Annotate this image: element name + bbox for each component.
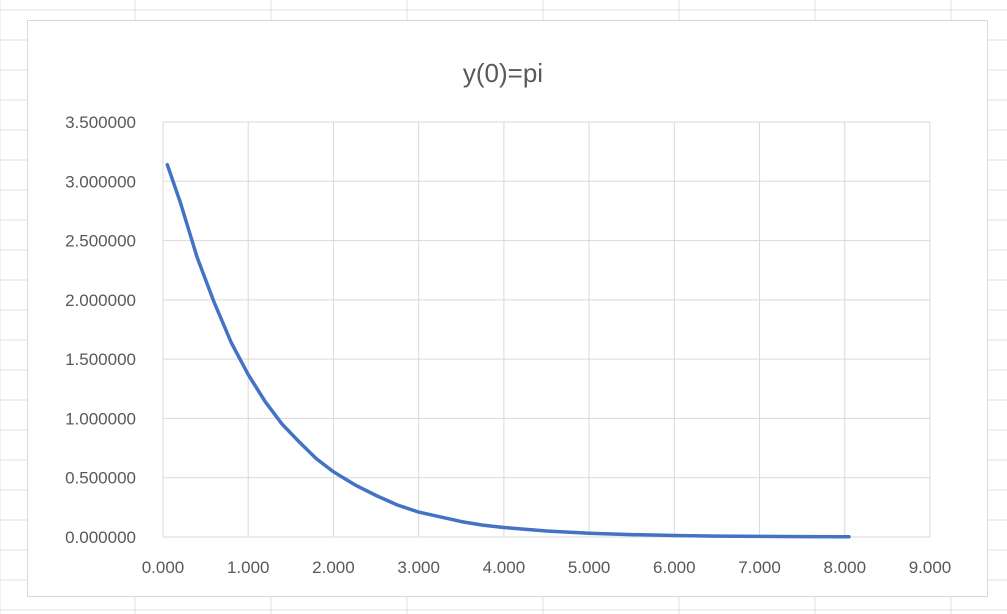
x-tick-label: 4.000 — [483, 558, 526, 577]
gridlines — [162, 121, 931, 538]
x-tick-label: 2.000 — [312, 558, 355, 577]
x-tick-label: 8.000 — [824, 558, 867, 577]
x-tick-label: 9.000 — [909, 558, 952, 577]
y-tick-label: 0.500000 — [65, 469, 136, 488]
chart-area[interactable] — [27, 20, 988, 597]
y-tick-label: 2.000000 — [65, 291, 136, 310]
x-tick-label: 6.000 — [653, 558, 696, 577]
x-axis-tick-labels: 0.000 1.000 2.000 3.000 4.000 5.000 6.000 7.000… — [142, 558, 952, 577]
y-axis-tick-labels: 0.000000 0.500000 1.000000 1.500000 2.000000… — [65, 113, 136, 547]
y-tick-label: 3.500000 — [65, 113, 136, 132]
y-tick-label: 3.000000 — [65, 172, 136, 191]
x-tick-label: 5.000 — [568, 558, 611, 577]
x-tick-label: 3.000 — [397, 558, 440, 577]
y-tick-label: 0.000000 — [65, 528, 136, 547]
y-tick-label: 1.000000 — [65, 409, 136, 428]
y-tick-label: 2.500000 — [65, 232, 136, 251]
chart-title: y(0)=pi — [463, 58, 543, 88]
x-tick-label: 0.000 — [142, 558, 185, 577]
y-tick-label: 1.500000 — [65, 350, 136, 369]
series-line[interactable] — [165, 162, 851, 539]
x-tick-label: 1.000 — [227, 558, 270, 577]
x-tick-label: 7.000 — [738, 558, 781, 577]
series-group — [165, 162, 851, 539]
